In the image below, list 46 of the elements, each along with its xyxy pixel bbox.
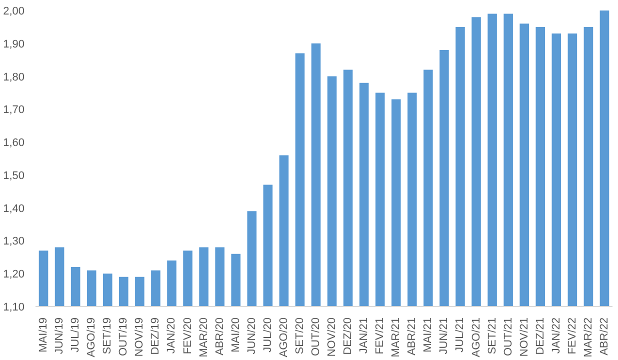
x-tick-label: JUN/21 — [438, 317, 450, 354]
y-tick-label: 1,90 — [3, 38, 25, 50]
x-tick-label: DEZ/21 — [534, 317, 546, 355]
x-tick-label: ABR/21 — [406, 317, 418, 356]
x-tick-label: JUL/19 — [70, 317, 82, 352]
x-tick-label: OUT/19 — [118, 317, 130, 356]
x-tick-label: JUN/19 — [54, 317, 66, 354]
x-tick-label: FEV/22 — [566, 317, 578, 354]
x-tick-label: JAN/20 — [166, 317, 178, 354]
y-tick-label: 1,40 — [3, 202, 25, 215]
x-tick-label: OUT/21 — [502, 317, 514, 356]
x-tick-label: ABR/20 — [214, 317, 226, 356]
x-tick-label: MAI/21 — [422, 317, 434, 352]
x-tick-label: SET/19 — [102, 317, 114, 354]
x-tick-label: JUL/21 — [454, 317, 466, 352]
x-tick-label: JAN/21 — [358, 317, 370, 354]
y-tick-label: 1,60 — [3, 137, 25, 150]
y-tick-label: 1,10 — [3, 302, 25, 314]
x-tick-label: NOV/21 — [518, 317, 530, 357]
x-tick-label: OUT/20 — [310, 317, 322, 356]
x-tick-label: ABR/22 — [598, 317, 610, 356]
y-tick-label: 1,50 — [3, 170, 25, 182]
x-tick-label: DEZ/20 — [342, 317, 354, 355]
x-tick-label: JAN/22 — [550, 317, 562, 354]
x-tick-label: DEZ/19 — [150, 317, 162, 355]
x-tick-label: NOV/19 — [134, 317, 146, 357]
x-tick-label: MAR/20 — [198, 317, 210, 358]
x-tick-label: FEV/21 — [374, 317, 386, 354]
x-tick-label: JUN/20 — [246, 317, 258, 354]
x-tick-label: AGO/20 — [278, 317, 290, 358]
x-tick-label: MAR/21 — [390, 317, 402, 358]
x-tick-label: JUL/20 — [262, 317, 274, 352]
x-tick-label: SET/21 — [486, 317, 498, 354]
y-tick-label: 1,20 — [3, 268, 25, 281]
x-tick-label: AGO/19 — [86, 317, 98, 358]
x-tick-label: MAR/22 — [582, 317, 594, 358]
x-tick-label: AGO/21 — [470, 317, 482, 358]
x-tick-label: MAI/19 — [38, 317, 50, 352]
y-tick-label: 2,00 — [3, 6, 25, 18]
y-tick-label: 1,30 — [3, 236, 25, 248]
x-tick-label: NOV/20 — [326, 317, 338, 357]
x-tick-label: MAI/20 — [230, 317, 242, 352]
y-tick-label: 1,70 — [3, 104, 25, 116]
x-tick-label: SET/20 — [294, 317, 306, 354]
y-tick-label: 1,80 — [3, 71, 25, 84]
x-tick-label: FEV/20 — [182, 317, 194, 354]
